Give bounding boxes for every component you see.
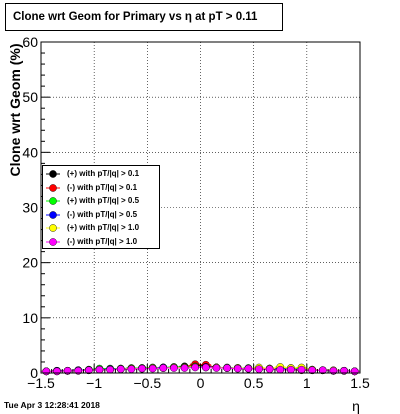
data-point xyxy=(233,364,242,373)
legend-label: (+) with pT/|q| > 1.0 xyxy=(67,223,140,232)
data-point xyxy=(170,364,178,372)
data-point xyxy=(308,366,316,375)
y-tick-label: 30 xyxy=(22,200,38,216)
x-tick-label: −1.5 xyxy=(27,375,55,391)
legend-entry: (-) with pT/|q| > 0.1 xyxy=(43,181,161,195)
x-tick-label: −0.5 xyxy=(134,375,162,391)
data-point xyxy=(95,365,104,374)
data-point xyxy=(297,365,306,374)
data-point xyxy=(106,365,114,374)
data-point xyxy=(116,365,125,373)
y-tick-label: 10 xyxy=(22,310,38,326)
legend-entry: (-) with pT/|q| > 0.5 xyxy=(43,208,161,222)
legend-marker-icon xyxy=(46,210,60,219)
timestamp-footer: Tue Apr 3 12:28:41 2018 xyxy=(4,400,100,410)
legend-label: (-) with pT/|q| > 1.0 xyxy=(67,236,138,246)
data-point xyxy=(212,364,221,372)
y-tick-label: 60 xyxy=(22,34,38,50)
chart-legend: (+) with pT/|q| > 0.1 (-) with pT/|q| > 0… xyxy=(42,165,160,249)
legend-label: (+) with pT/|q| > 0.5 xyxy=(67,196,140,205)
data-point xyxy=(42,367,51,376)
legend-label: (-) with pT/|q| > 0.5 xyxy=(67,209,138,219)
y-tick-label: 20 xyxy=(22,255,38,271)
data-point xyxy=(350,367,359,376)
data-point xyxy=(191,363,199,372)
data-point xyxy=(265,365,274,373)
data-point xyxy=(85,366,93,375)
x-axis-label: η xyxy=(352,398,360,414)
legend-marker-icon xyxy=(46,183,60,192)
data-point xyxy=(244,364,253,373)
data-point xyxy=(255,365,263,373)
legend-entry: (+) with pT/|q| > 0.5 xyxy=(43,194,161,208)
data-point xyxy=(127,365,136,373)
legend-entry: (+) with pT/|q| > 0.1 xyxy=(43,167,161,181)
x-tick-label: 0.5 xyxy=(244,375,264,391)
data-point xyxy=(287,365,295,374)
x-tick-label: 1.5 xyxy=(350,375,370,391)
legend-label: (+) with pT/|q| > 0.1 xyxy=(67,169,140,178)
x-tick-label: 1 xyxy=(303,375,311,391)
data-point xyxy=(138,364,146,373)
y-tick-label: 50 xyxy=(22,89,38,105)
data-point xyxy=(223,364,231,372)
x-tick-label: 0 xyxy=(197,375,205,391)
legend-entry: (+) with pT/|q| > 1.0 xyxy=(43,221,161,235)
legend-marker-icon xyxy=(46,170,60,178)
data-point xyxy=(53,367,61,376)
x-tick-label: −1 xyxy=(86,375,102,391)
y-tick-label: 40 xyxy=(22,144,38,160)
legend-entry: (-) with pT/|q| > 1.0 xyxy=(43,235,161,249)
legend-marker-icon xyxy=(46,237,60,246)
data-point xyxy=(276,365,285,374)
legend-marker-icon xyxy=(46,197,60,205)
y-axis-label: Clone wrt Geom (%) xyxy=(7,43,23,176)
chart-title: Clone wrt Geom for Primary vs η at pT > … xyxy=(5,3,283,31)
data-point xyxy=(202,363,210,372)
data-point xyxy=(180,364,189,372)
data-point xyxy=(148,364,157,373)
data-point xyxy=(159,364,168,372)
legend-label: (-) with pT/|q| > 0.1 xyxy=(67,182,138,192)
legend-marker-icon xyxy=(46,224,60,232)
y-tick-label: 0 xyxy=(30,365,38,381)
data-point xyxy=(318,366,327,375)
axes: −1.5 −1 −0.5 0 0.5 1 1.5 0 10 20 30 40 50 60 xyxy=(22,34,370,391)
